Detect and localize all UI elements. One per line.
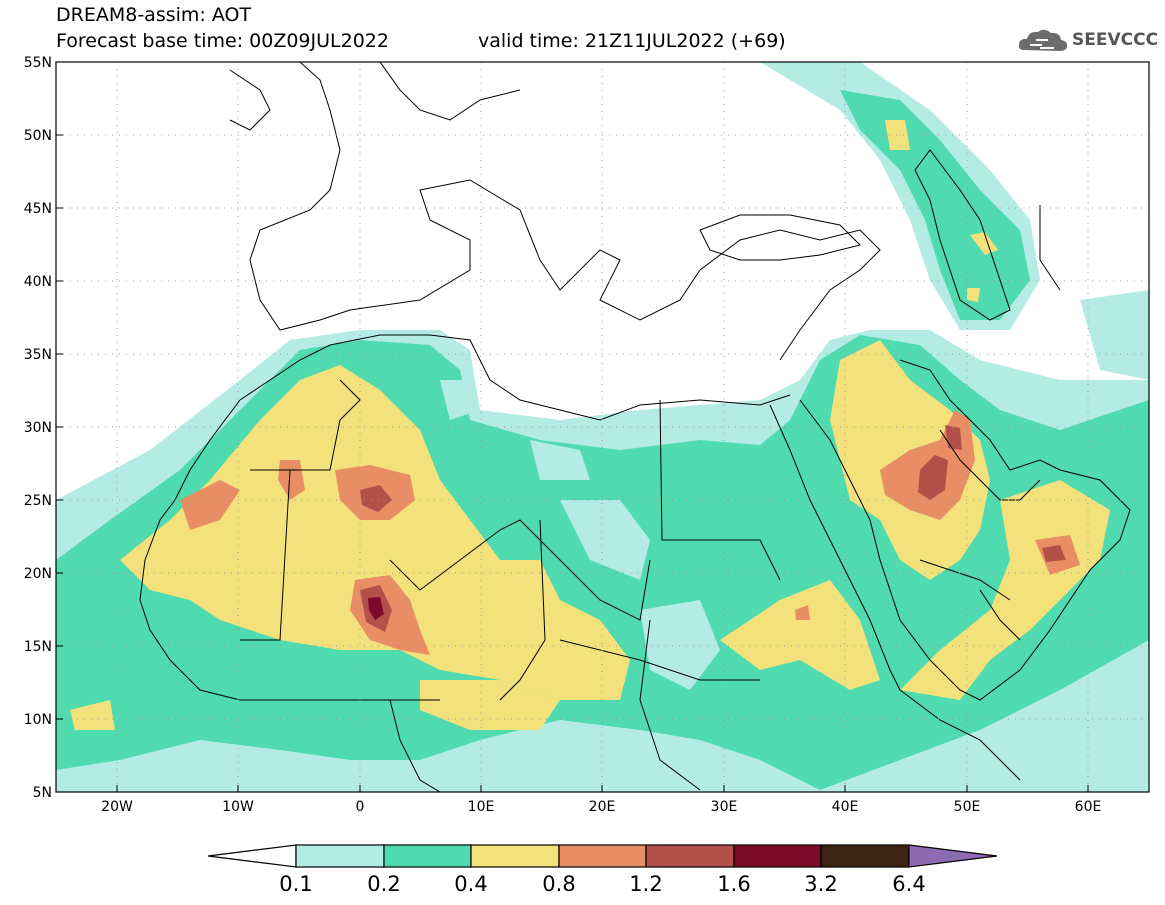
colorbar-label: 0.1 xyxy=(279,872,312,896)
latitude-labels: 5N 10N 15N 20N 25N 30N 35N 40N 45N 50N 5… xyxy=(24,55,52,801)
longitude-labels: 20W 10W 0 10E 20E 30E 40E 50E 60E xyxy=(101,799,1101,815)
lon-label: 50E xyxy=(954,799,981,815)
colorbar-segment xyxy=(733,844,822,868)
colorbar-segment xyxy=(820,844,910,868)
valid-time: valid time: 21Z11JUL2022 (+69) xyxy=(478,30,786,52)
lat-label: 30N xyxy=(24,420,52,436)
lon-label: 10W xyxy=(222,799,254,815)
logo-text: SEEVCCC xyxy=(1072,30,1159,50)
colorbar-segment xyxy=(470,844,560,868)
lat-label: 20N xyxy=(24,566,52,582)
lat-label: 40N xyxy=(24,274,52,290)
lat-label: 55N xyxy=(24,55,52,71)
map-title: DREAM8-assim: AOT xyxy=(56,4,252,26)
colorbar-label: 0.2 xyxy=(367,872,400,896)
lon-label: 30E xyxy=(711,799,738,815)
lon-label: 20W xyxy=(101,799,133,815)
lat-label: 15N xyxy=(24,639,52,655)
colorbar-label: 0.8 xyxy=(542,872,575,896)
lat-label: 25N xyxy=(24,493,52,509)
seevccc-logo: SEEVCCC xyxy=(1016,24,1159,58)
aot-field xyxy=(56,62,1149,792)
lon-label: 10E xyxy=(468,799,495,815)
lon-label: 20E xyxy=(589,799,616,815)
cloud-icon xyxy=(1018,29,1068,51)
colorbar-label: 3.2 xyxy=(804,872,837,896)
lat-label: 50N xyxy=(24,128,52,144)
colorbar-segment xyxy=(383,844,472,868)
colorbar-labels: 0.1 0.2 0.4 0.8 1.2 1.6 3.2 6.4 xyxy=(279,872,925,896)
colorbar-label: 1.2 xyxy=(629,872,662,896)
colorbar-label: 0.4 xyxy=(454,872,487,896)
lon-label: 0 xyxy=(356,799,365,815)
lon-label: 40E xyxy=(832,799,859,815)
colorbar-over-arrow xyxy=(908,844,998,868)
grid-lines xyxy=(56,62,1149,792)
colorbar-under-arrow xyxy=(207,844,297,868)
colorbar-segment xyxy=(295,844,385,868)
colorbar-label: 6.4 xyxy=(892,872,925,896)
colorbar xyxy=(207,844,998,868)
colorbar-segment xyxy=(645,844,735,868)
forecast-base-time: Forecast base time: 00Z09JUL2022 xyxy=(56,30,389,52)
lat-label: 10N xyxy=(24,712,52,728)
lon-label: 60E xyxy=(1075,799,1102,815)
colorbar-label: 1.6 xyxy=(717,872,750,896)
lat-label: 5N xyxy=(33,785,52,801)
lat-label: 35N xyxy=(24,347,52,363)
lat-label: 45N xyxy=(24,201,52,217)
colorbar-segment xyxy=(558,844,647,868)
